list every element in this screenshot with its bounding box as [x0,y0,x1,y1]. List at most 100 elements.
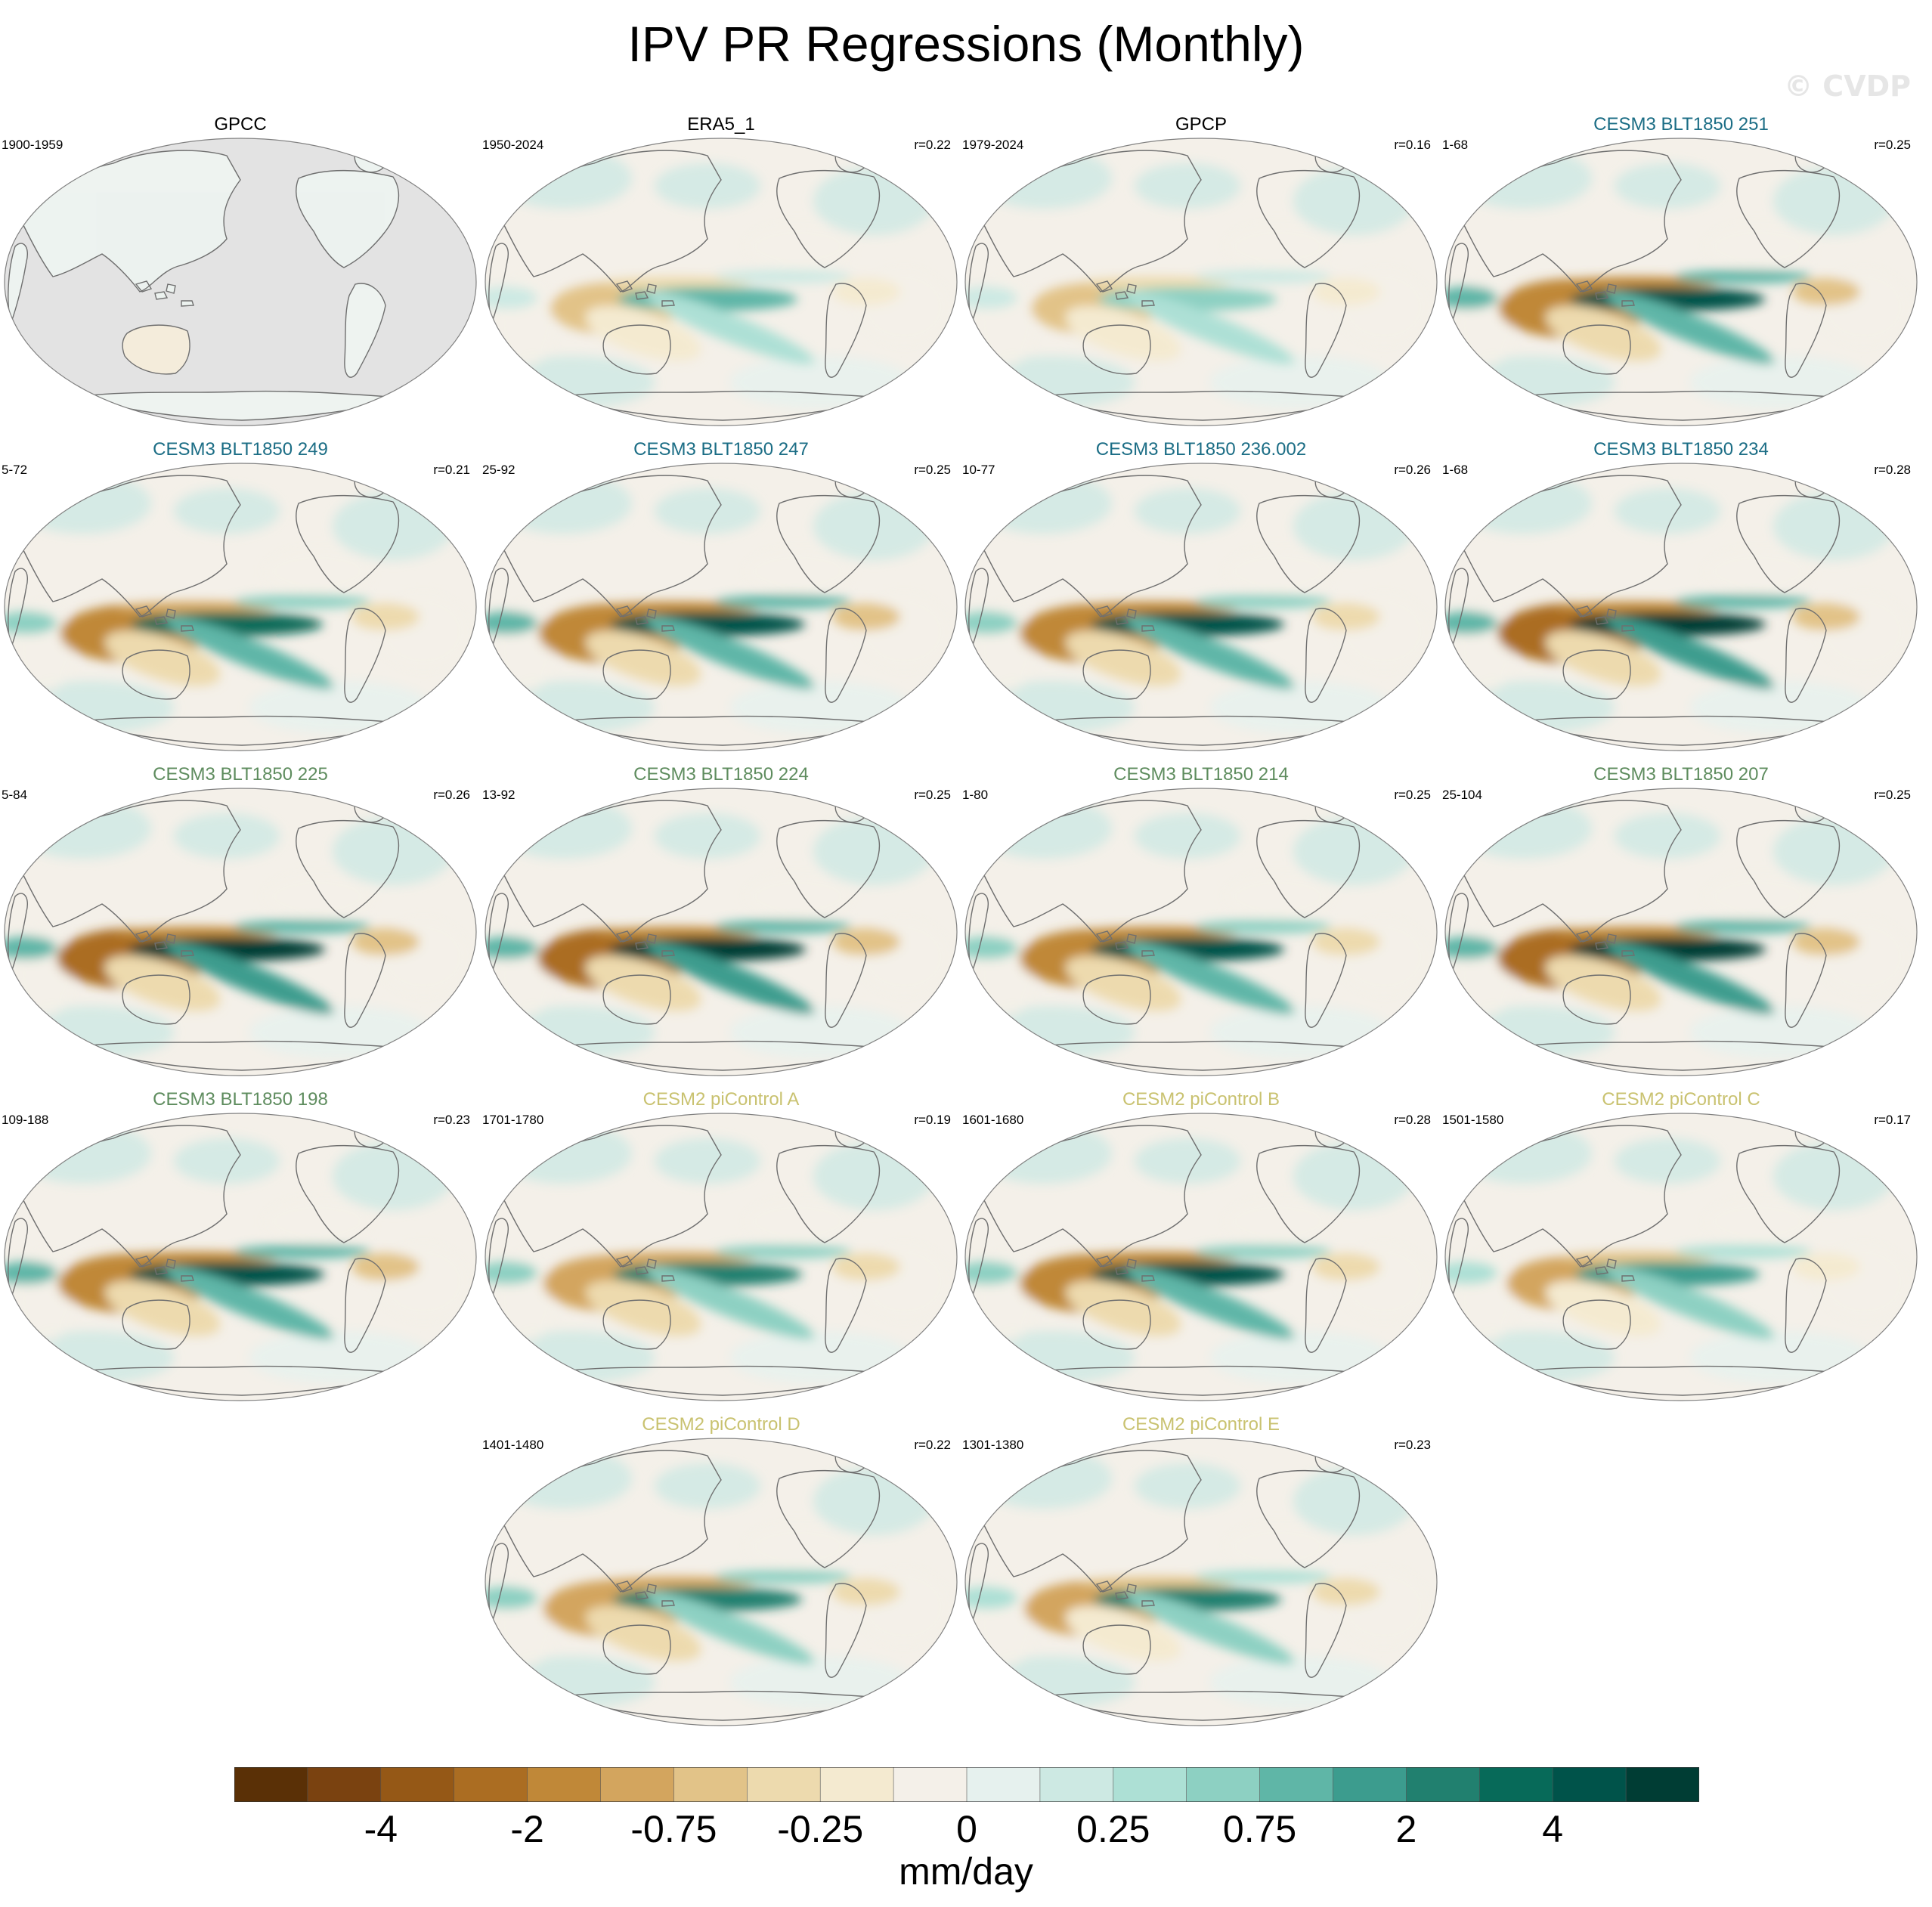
anomaly-blob [8,681,174,734]
anomaly-blob [265,1199,370,1244]
wet-anomaly-southeast [646,1592,815,1664]
robinson-map [485,1113,958,1401]
anomaly-blob [1210,1656,1392,1709]
dry-anomaly-spcz [585,1280,701,1336]
panel-pattern-correlation: r=0.28 [1874,463,1911,477]
panel-years: 1-68 [1442,463,1469,477]
coastline [122,649,190,700]
coastline [615,1255,675,1282]
colorbar-swatch [1479,1767,1553,1802]
dry-anomaly-atlantic [1312,603,1380,630]
anomaly-blob [488,1656,655,1709]
panel-pattern-correlation: r=0.17 [1874,1113,1911,1127]
map-panel: CESM3 BLT1850 251 1-68 r=0.25 [1441,113,1921,431]
panel-years: 1301-1380 [962,1438,1024,1452]
panel-title: CESM3 BLT1850 236.002 [1095,439,1307,460]
coastline [615,605,675,632]
coastline [825,933,867,1028]
dry-anomaly-itcz [595,602,760,614]
dry-anomaly-spcz [1065,1605,1181,1661]
coastline [135,1255,194,1282]
coastline [1082,974,1151,1025]
colorbar-tick-label: -0.25 [777,1808,864,1850]
panel-pattern-correlation: r=0.28 [1394,1113,1431,1127]
wet-anomaly-northeast [1195,595,1331,608]
coastline [488,1543,509,1624]
coastline [1562,324,1631,375]
wet-anomaly-indian [5,1262,57,1284]
wet-anomaly-southeast [1605,617,1775,689]
panel-title: CESM2 piControl C [1602,1089,1760,1110]
wet-anomaly-southeast [165,1267,334,1339]
colorbar-swatch [454,1767,528,1802]
coastline [602,324,671,375]
panel-pattern-correlation: r=0.26 [1394,463,1431,477]
panel-pattern-correlation: r=0.16 [1394,138,1431,152]
anomaly-blob [745,1524,851,1569]
panel-pattern-correlation: r=0.26 [433,788,470,802]
robinson-map [4,138,477,426]
wet-anomaly-northeast [1675,1245,1811,1258]
dry-anomaly-atlantic [1312,928,1380,955]
wet-anomaly-southeast [165,617,334,689]
map-panel: CESM3 BLT1850 198 109-188 r=0.23 [0,1088,481,1406]
anomaly-blob [655,163,760,209]
colorbar-swatch [820,1767,894,1802]
figure-title: IPV PR Regressions (Monthly) [627,16,1305,72]
coastline [602,1624,671,1675]
coastline [122,324,190,375]
wet-anomaly-northeast [234,595,370,608]
anomaly-blob [1210,681,1392,734]
panel-title: CESM3 BLT1850 207 [1593,764,1769,785]
panel-pattern-correlation: r=0.22 [914,138,951,152]
anomaly-blob [1448,356,1615,409]
wet-anomaly-southeast [1125,617,1295,689]
dry-anomaly-atlantic [832,1578,900,1605]
coastline [615,1580,675,1607]
coastline [1785,1258,1827,1353]
anomaly-blob [249,681,431,734]
dry-anomaly-atlantic [1792,928,1860,955]
robinson-map [1444,463,1918,751]
robinson-map [485,463,958,751]
panel-title: CESM3 BLT1850 224 [633,764,809,785]
map-border [4,138,477,426]
anomaly-blob [730,1656,912,1709]
colorbar-swatch [1259,1767,1333,1802]
map-border [964,1113,1438,1401]
colorbar-swatch [1553,1767,1627,1802]
panel-title: CESM3 BLT1850 234 [1593,439,1769,460]
map-panel: CESM3 BLT1850 247 25-92 r=0.25 [481,438,961,756]
panel-title: CESM3 BLT1850 198 [153,1089,328,1110]
anomaly-blob [1135,1463,1240,1509]
colorbar-tick-label: -2 [510,1808,544,1850]
panel-title: CESM2 piControl D [642,1414,800,1435]
coastline [488,243,509,324]
anomaly-blob [1225,874,1331,919]
panel-years: 1900-1959 [2,138,63,152]
dry-anomaly-atlantic [832,928,900,955]
dry-anomaly-atlantic [832,1253,900,1280]
coastline [1082,1624,1151,1675]
wet-anomaly-northeast [1675,595,1811,608]
wet-anomaly-indian [485,611,537,634]
map-panel: CESM2 piControl E 1301-1380 r=0.23 [961,1413,1441,1731]
map-panel: CESM3 BLT1850 214 1-80 r=0.25 [961,763,1441,1081]
map-panel: GPCC 1900-1959 [0,113,481,431]
anomaly-blob [8,1006,174,1059]
dry-anomaly-itcz [1554,602,1720,614]
colorbar-tick-label: -4 [364,1808,398,1850]
colorbar-swatch [1626,1767,1699,1802]
anomaly-blob [1210,356,1392,409]
colorbar-swatch [234,1767,308,1802]
anomaly-blob [1705,549,1811,594]
dry-anomaly-spcz [1065,955,1181,1011]
coastline [1562,1299,1631,1350]
map-border [485,1113,958,1401]
panel-years: 25-104 [1442,788,1482,802]
wet-anomaly-indian [485,286,537,309]
wet-anomaly-southeast [1125,1267,1295,1339]
wet-anomaly-northeast [715,1570,851,1583]
coastline [1082,1299,1151,1350]
coastline [1575,280,1635,307]
